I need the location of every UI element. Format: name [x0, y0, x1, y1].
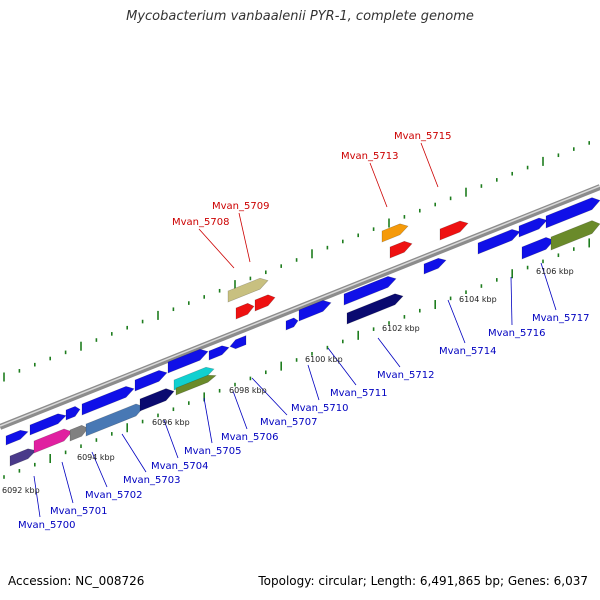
- scale-labels: 6092 kbp 6094 kbp 6096 kbp 6098 kbp 6100…: [2, 267, 574, 495]
- gene-arrow[interactable]: [173, 366, 215, 391]
- gene-arrow[interactable]: [65, 406, 81, 421]
- gene-arrow[interactable]: [5, 429, 29, 446]
- gene-label-mvan-5704[interactable]: Mvan_5704: [151, 461, 208, 472]
- gene-label-mvan-5702[interactable]: Mvan_5702: [85, 490, 142, 501]
- gene-arrow[interactable]: [227, 277, 269, 303]
- label-leader-line: [163, 419, 179, 459]
- gene-arrow[interactable]: [298, 300, 332, 322]
- gene-arrow[interactable]: [389, 240, 413, 259]
- label-leader-line: [121, 433, 147, 473]
- gene-label-mvan-5707[interactable]: Mvan_5707: [260, 417, 317, 428]
- gene-label-mvan-5717[interactable]: Mvan_5717: [532, 313, 589, 324]
- gene-arrow[interactable]: [139, 388, 175, 412]
- label-leader-line: [327, 347, 357, 386]
- gene-label-mvan-5713[interactable]: Mvan_5713: [341, 151, 398, 162]
- gene-arrow[interactable]: [521, 237, 555, 260]
- label-leader-line: [198, 228, 235, 269]
- label-leader-line: [377, 337, 401, 368]
- gene-arrow[interactable]: [477, 229, 521, 255]
- gene-arrow[interactable]: [9, 448, 37, 467]
- gene-arrow[interactable]: [439, 220, 469, 241]
- gene-label-mvan-5714[interactable]: Mvan_5714: [439, 346, 496, 357]
- label-leader-line: [61, 461, 74, 504]
- scale-label: 6106 kbp: [536, 267, 574, 276]
- gene-arrow[interactable]: [167, 348, 209, 374]
- scale-label: 6098 kbp: [229, 386, 267, 395]
- gene-arrow[interactable]: [518, 217, 548, 238]
- gene-arrow[interactable]: [229, 335, 247, 350]
- gene-arrow[interactable]: [381, 223, 409, 243]
- label-leader-line: [447, 299, 466, 344]
- gene-arrow[interactable]: [134, 370, 168, 392]
- label-leader-line: [251, 377, 288, 416]
- scale-label: 6102 kbp: [382, 324, 420, 333]
- gene-label-mvan-5706[interactable]: Mvan_5706: [221, 432, 278, 443]
- gene-label-mvan-5709[interactable]: Mvan_5709: [212, 201, 269, 212]
- gene-arrow[interactable]: [85, 403, 145, 437]
- label-leader-line: [203, 397, 213, 444]
- gene-arrow[interactable]: [235, 302, 255, 320]
- gene-labels: Mvan_5700 Mvan_5701 Mvan_5702 Mvan_5703 …: [18, 131, 589, 531]
- genome-backbone: [0, 184, 600, 430]
- gene-arrow[interactable]: [254, 294, 276, 312]
- gene-track: [5, 197, 600, 467]
- gene-arrow[interactable]: [346, 293, 404, 325]
- label-leader-line: [307, 364, 320, 401]
- gene-label-mvan-5716[interactable]: Mvan_5716: [488, 328, 545, 339]
- label-leader-line: [91, 451, 108, 488]
- gene-arrow[interactable]: [545, 197, 600, 229]
- gene-label-mvan-5708[interactable]: Mvan_5708: [172, 217, 229, 228]
- label-leader-line: [510, 276, 513, 326]
- label-leader-line: [369, 162, 388, 208]
- gene-label-mvan-5703[interactable]: Mvan_5703: [123, 475, 180, 486]
- gene-label-mvan-5711[interactable]: Mvan_5711: [330, 388, 387, 399]
- scale-label: 6092 kbp: [2, 486, 40, 495]
- label-leader-line: [238, 212, 251, 263]
- scale-label: 6100 kbp: [305, 355, 343, 364]
- label-leader-line: [33, 475, 41, 518]
- scale-label: 6096 kbp: [152, 418, 190, 427]
- gene-arrow[interactable]: [175, 374, 217, 396]
- gene-arrow[interactable]: [29, 413, 67, 436]
- gene-arrow[interactable]: [33, 428, 73, 454]
- genome-title: Mycobacterium vanbaalenii PYR-1, complet…: [126, 9, 474, 24]
- accession-text: Accession: NC_008726: [8, 574, 145, 588]
- gene-label-mvan-5705[interactable]: Mvan_5705: [184, 446, 241, 457]
- label-leaders: [33, 142, 557, 518]
- gene-label-mvan-5710[interactable]: Mvan_5710: [291, 403, 348, 414]
- gene-arrow[interactable]: [423, 257, 447, 275]
- gene-arrow[interactable]: [285, 317, 299, 331]
- gene-label-mvan-5712[interactable]: Mvan_5712: [377, 370, 434, 381]
- label-leader-line: [232, 390, 248, 430]
- gene-arrow[interactable]: [208, 345, 230, 361]
- gene-label-mvan-5701[interactable]: Mvan_5701: [50, 506, 107, 517]
- genome-backbone-highlight: [0, 185, 600, 427]
- gene-arrow[interactable]: [69, 424, 89, 442]
- scale-label: 6094 kbp: [77, 453, 115, 462]
- gene-label-mvan-5700[interactable]: Mvan_5700: [18, 520, 75, 531]
- scale-label: 6104 kbp: [459, 295, 497, 304]
- gene-arrow[interactable]: [343, 276, 397, 306]
- genome-summary-text: Topology: circular; Length: 6,491,865 bp…: [258, 574, 588, 588]
- label-leader-line: [540, 262, 557, 311]
- gene-arrow[interactable]: [81, 386, 135, 416]
- gene-arrow[interactable]: [550, 220, 600, 251]
- label-leader-line: [420, 142, 439, 188]
- scale-ticks: [3, 141, 591, 479]
- gene-label-mvan-5715[interactable]: Mvan_5715: [394, 131, 451, 142]
